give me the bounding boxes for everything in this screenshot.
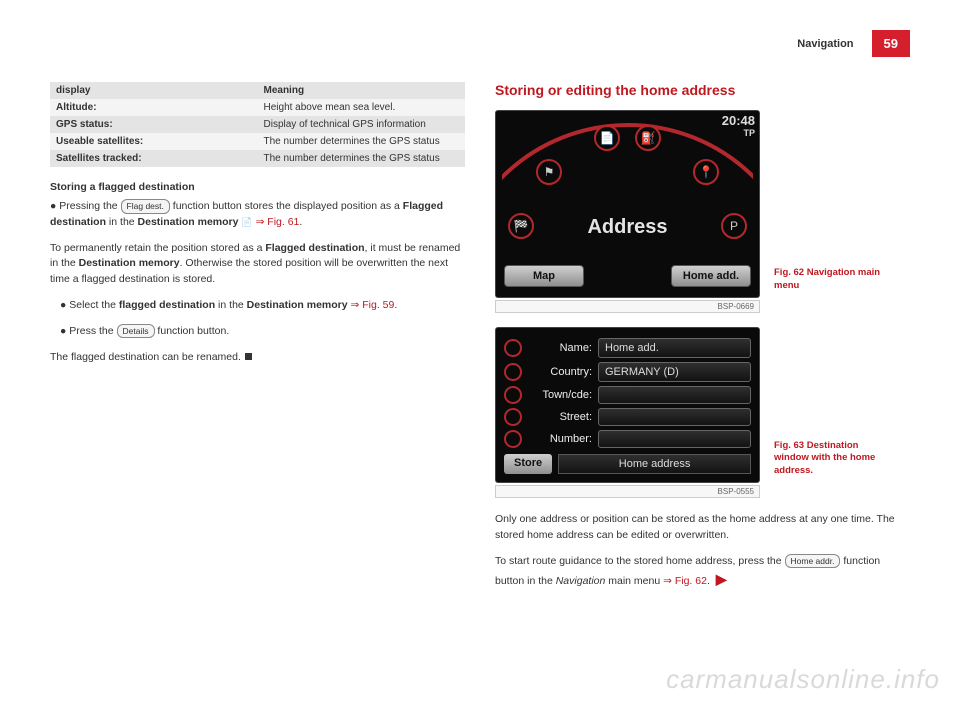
subheading: Storing a flagged destination bbox=[50, 181, 465, 193]
home-addr-button: Home addr. bbox=[785, 554, 841, 569]
menu-arc: 🏁 ⚑ 📄 ⛽ 📍 P Address bbox=[502, 117, 753, 257]
home-add-button[interactable]: Home add. bbox=[671, 265, 751, 287]
image-id: BSP-0555 bbox=[495, 485, 760, 498]
street-field[interactable] bbox=[598, 408, 751, 426]
store-row: Store Home address bbox=[504, 454, 751, 474]
section-name: Navigation bbox=[787, 32, 863, 56]
figure-caption: Fig. 62 Navigation main menu bbox=[774, 267, 894, 293]
map-button[interactable]: Map bbox=[504, 265, 584, 287]
paragraph: To start route guidance to the stored ho… bbox=[495, 554, 910, 591]
right-column: Storing or editing the home address 20:4… bbox=[495, 82, 910, 600]
fig-link: ⇒ Fig. 61 bbox=[256, 216, 300, 228]
table-header-col1: display bbox=[50, 82, 258, 99]
address-label: Address bbox=[587, 216, 667, 239]
field-row: Name:Home add. bbox=[504, 338, 751, 358]
dest-screen: Name:Home add. Country:GERMANY (D) Town/… bbox=[495, 327, 760, 483]
nav-screen: 20:48 TP 🏁 ⚑ 📄 ⛽ 📍 P Address Map bbox=[495, 110, 760, 298]
town-field[interactable] bbox=[598, 386, 751, 404]
store-button[interactable]: Store bbox=[504, 454, 552, 474]
details-button: Details bbox=[117, 324, 155, 339]
field-marker bbox=[504, 386, 522, 404]
field-marker bbox=[504, 430, 522, 448]
gps-table: display Meaning Altitude:Height above me… bbox=[50, 82, 465, 167]
figure-block: Name:Home add. Country:GERMANY (D) Town/… bbox=[495, 327, 760, 498]
bullet-item: ● Press the Details function button. bbox=[60, 324, 465, 340]
table-row: Altitude:Height above mean sea level. bbox=[50, 99, 465, 116]
fig-link: ⇒ Fig. 62 bbox=[663, 575, 707, 587]
table-row: GPS status:Display of technical GPS info… bbox=[50, 116, 465, 133]
field-row: Country:GERMANY (D) bbox=[504, 362, 751, 382]
figure-62: 20:48 TP 🏁 ⚑ 📄 ⛽ 📍 P Address Map bbox=[495, 110, 910, 313]
table-row: Satellites tracked:The number determines… bbox=[50, 150, 465, 167]
content-area: display Meaning Altitude:Height above me… bbox=[50, 82, 910, 600]
paragraph: Only one address or position can be stor… bbox=[495, 512, 910, 544]
page-header: Navigation 59 bbox=[50, 30, 910, 57]
paragraph: ● Pressing the Flag dest. function butto… bbox=[50, 199, 465, 231]
left-column: display Meaning Altitude:Height above me… bbox=[50, 82, 465, 600]
section-title: Storing or editing the home address bbox=[495, 82, 910, 98]
flag-icon: ⚑ bbox=[536, 159, 562, 185]
field-row: Town/cde: bbox=[504, 386, 751, 404]
fuel-icon: ⛽ bbox=[635, 125, 661, 151]
section-end-mark bbox=[245, 353, 252, 360]
page-number: 59 bbox=[872, 30, 910, 57]
country-field[interactable]: GERMANY (D) bbox=[598, 362, 751, 382]
memory-icon: 📄 bbox=[241, 217, 252, 227]
flag-dest-button: Flag dest. bbox=[121, 199, 170, 214]
field-marker bbox=[504, 408, 522, 426]
name-field[interactable]: Home add. bbox=[598, 338, 751, 358]
figure-63: Name:Home add. Country:GERMANY (D) Town/… bbox=[495, 327, 910, 498]
parking-icon: P bbox=[721, 213, 747, 239]
bullet-item: ● Select the flagged destination in the … bbox=[60, 298, 465, 314]
field-marker bbox=[504, 339, 522, 357]
table-header-col2: Meaning bbox=[258, 82, 466, 99]
field-row: Street: bbox=[504, 408, 751, 426]
field-marker bbox=[504, 363, 522, 381]
memory-icon: 📄 bbox=[594, 125, 620, 151]
continue-arrow-icon: ▶ bbox=[716, 571, 727, 587]
number-field[interactable] bbox=[598, 430, 751, 448]
table-row: Useable satellites:The number determines… bbox=[50, 133, 465, 150]
image-id: BSP-0669 bbox=[495, 300, 760, 313]
figure-caption: Fig. 63 Destination window with the home… bbox=[774, 440, 894, 478]
figure-block: 20:48 TP 🏁 ⚑ 📄 ⛽ 📍 P Address Map bbox=[495, 110, 760, 313]
home-address-label: Home address bbox=[558, 454, 751, 474]
fig-link: ⇒ Fig. 59 bbox=[351, 299, 395, 311]
watermark: carmanualsonline.info bbox=[666, 664, 940, 695]
poi-icon: 📍 bbox=[693, 159, 719, 185]
dest-icon: 🏁 bbox=[508, 213, 534, 239]
paragraph: To permanently retain the position store… bbox=[50, 241, 465, 288]
field-row: Number: bbox=[504, 430, 751, 448]
paragraph: The flagged destination can be renamed. bbox=[50, 350, 465, 366]
nav-button-row: Map Home add. bbox=[504, 265, 751, 287]
